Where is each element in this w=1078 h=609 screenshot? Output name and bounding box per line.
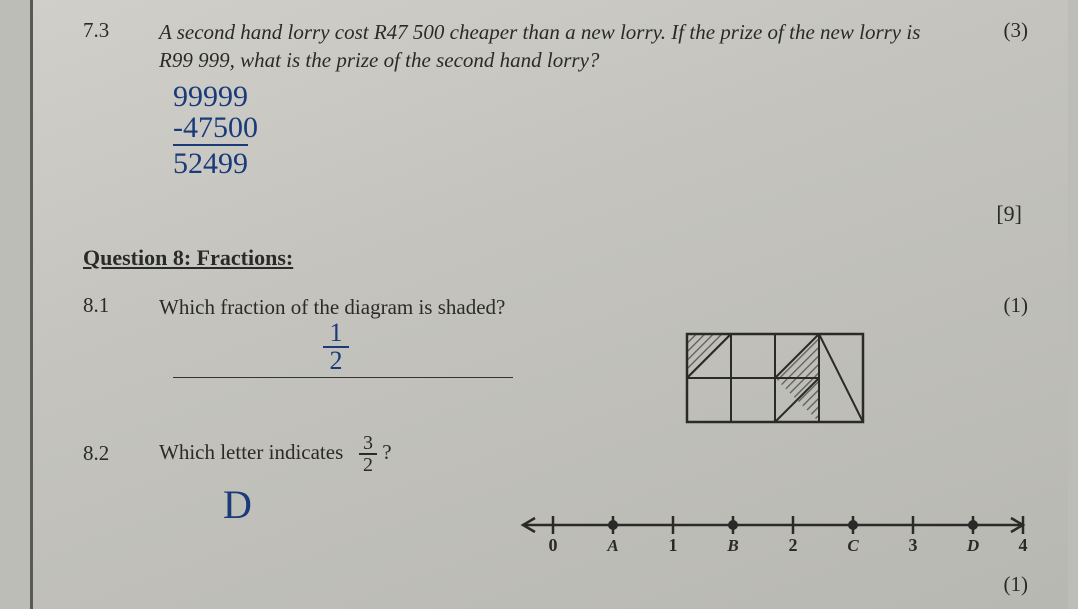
q73-work-line3: 52499: [173, 144, 248, 180]
q73-line2: R99 999, what is the prize of the second…: [159, 48, 599, 72]
question-8-1: 8.1 Which fraction of the diagram is sha…: [83, 293, 1028, 321]
q82-marks: (1): [1004, 572, 1029, 597]
q82-number-line: 0 A 1 B 2 C 3 D 4: [483, 505, 1043, 560]
number-line-icon: 0 A 1 B 2 C 3 D 4: [483, 505, 1043, 555]
q73-work-line1: 99999: [173, 81, 1028, 113]
q81-marks: (1): [978, 293, 1028, 318]
section-total: [9]: [83, 201, 1022, 227]
question-8-2: 8.2 Which letter indicates 3 2 ?: [83, 433, 1028, 475]
q81-answer-line: 1 2: [173, 328, 513, 378]
svg-text:2: 2: [789, 535, 798, 555]
svg-text:D: D: [966, 536, 979, 555]
q82-body: Which letter indicates 3 2 ?: [159, 433, 392, 475]
q81-text: Which fraction of the diagram is shaded?: [159, 293, 950, 321]
svg-text:B: B: [726, 536, 738, 555]
q73-handwritten-work: 99999 -47500 52499: [173, 81, 1028, 180]
q82-number: 8.2: [83, 441, 131, 466]
question-7-3: 7.3 A second hand lorry cost R47 500 che…: [83, 18, 1028, 75]
q82-text-suffix: ?: [382, 439, 391, 463]
svg-text:A: A: [606, 536, 618, 555]
worksheet-sheet: 7.3 A second hand lorry cost R47 500 che…: [30, 0, 1068, 609]
question-8-title: Question 8: Fractions:: [83, 245, 1028, 271]
q81-answer-den: 2: [330, 346, 343, 375]
q73-work-line2: -47500: [173, 112, 1028, 144]
grid-diagram-icon: [683, 330, 867, 426]
svg-text:0: 0: [549, 535, 558, 555]
q82-fraction: 3 2: [359, 433, 377, 475]
q73-number: 7.3: [83, 18, 131, 43]
q82-text-prefix: Which letter indicates: [159, 439, 343, 463]
q82-frac-den: 2: [359, 455, 377, 475]
q81-answer-fraction: 1 2: [323, 322, 349, 372]
q81-diagram: [683, 330, 867, 431]
q81-answer-num: 1: [330, 318, 343, 347]
q81-number: 8.1: [83, 293, 131, 318]
svg-text:1: 1: [669, 535, 678, 555]
q73-body: A second hand lorry cost R47 500 cheaper…: [159, 18, 950, 75]
svg-text:4: 4: [1019, 535, 1028, 555]
svg-text:C: C: [847, 536, 859, 555]
q73-marks: (3): [978, 18, 1028, 43]
q73-line1: A second hand lorry cost R47 500 cheaper…: [159, 20, 920, 44]
q82-frac-num: 3: [359, 433, 377, 455]
svg-text:3: 3: [909, 535, 918, 555]
